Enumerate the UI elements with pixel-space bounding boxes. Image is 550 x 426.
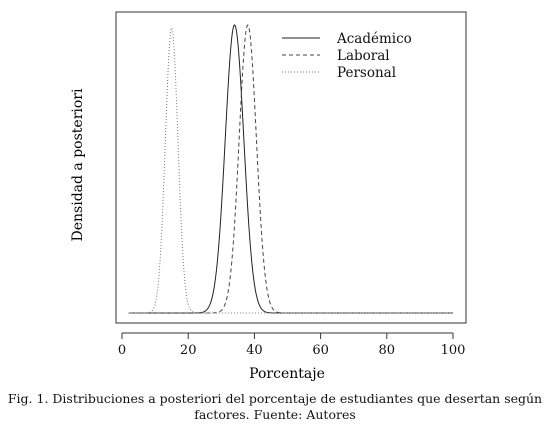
series-line-personal bbox=[128, 27, 453, 314]
legend-label-academico: Académico bbox=[336, 31, 412, 47]
x-tick-label-60: 60 bbox=[312, 343, 329, 358]
plot-frame bbox=[115, 11, 467, 324]
density-curves bbox=[128, 24, 453, 314]
figure-caption: Fig. 1. Distribuciones a posteriori del … bbox=[0, 391, 550, 423]
x-axis: 0 20 40 60 80 100 bbox=[118, 332, 466, 358]
x-tick-label-20: 20 bbox=[180, 343, 197, 358]
x-tick-label-80: 80 bbox=[379, 343, 396, 358]
series-line-academico bbox=[128, 24, 453, 314]
legend-label-laboral: Laboral bbox=[337, 48, 390, 64]
x-tick-label-40: 40 bbox=[246, 343, 263, 358]
caption-line-2: factores. Fuente: Autores bbox=[194, 407, 356, 422]
x-tick-label-100: 100 bbox=[441, 343, 466, 358]
legend-label-personal: Personal bbox=[337, 65, 396, 81]
series-line-laboral bbox=[128, 24, 453, 314]
caption-line-1: Fig. 1. Distribuciones a posteriori del … bbox=[7, 391, 543, 406]
x-tick-label-0: 0 bbox=[118, 343, 126, 358]
y-axis-label: Densidad a posteriori bbox=[70, 88, 86, 241]
x-axis-label: Porcentaje bbox=[249, 366, 325, 382]
